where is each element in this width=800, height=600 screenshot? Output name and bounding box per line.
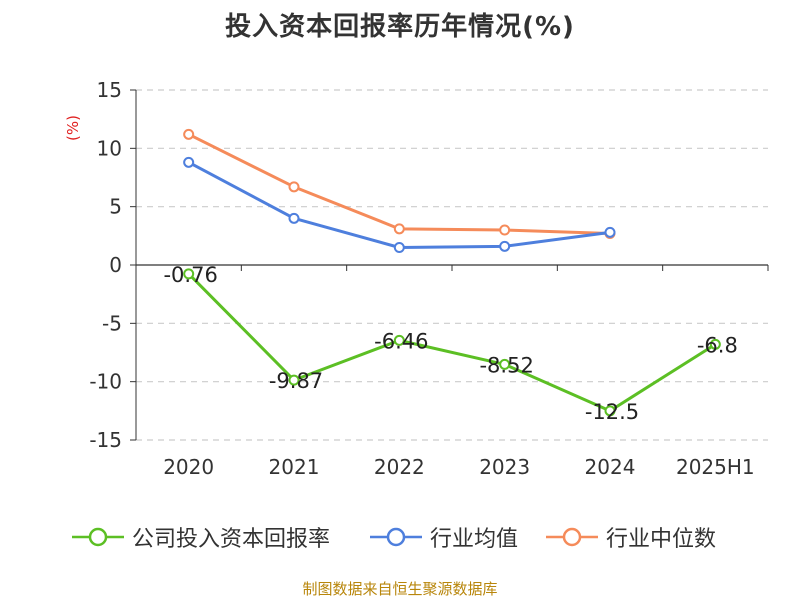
y-tick-label: 10	[97, 136, 122, 160]
y-tick-label: -10	[89, 370, 122, 394]
data-point	[499, 240, 511, 252]
data-point	[604, 226, 616, 238]
legend-item-industry-median[interactable]: 行业中位数	[546, 520, 716, 554]
data-point	[393, 223, 405, 235]
legend-marker-icon	[546, 527, 598, 547]
data-point	[183, 128, 195, 140]
legend-item-industry-mean[interactable]: 行业均值	[370, 520, 518, 554]
data-point	[604, 405, 616, 417]
x-tick-label: 2023	[479, 455, 530, 479]
data-point	[183, 156, 195, 168]
data-point	[393, 242, 405, 253]
chart-legend: 公司投入资本回报率 行业均值 行业中位数	[0, 520, 800, 554]
data-point	[709, 338, 721, 350]
data-label: -9.87	[269, 369, 323, 393]
series-line	[187, 272, 717, 413]
y-tick-label: -5	[102, 311, 122, 335]
line-chart: 15 10 5 0 -5 -10 -15 2020 2021 2022 2023 2024 2025H1…	[64, 78, 769, 479]
y-tick-label: 15	[97, 78, 122, 102]
data-label: -6.8	[697, 333, 738, 357]
data-point	[288, 212, 300, 224]
legend-label: 行业中位数	[606, 527, 717, 552]
x-tick-label: 2025H1	[676, 455, 755, 479]
y-tick-label: 0	[109, 253, 122, 277]
series-line	[187, 132, 611, 235]
data-point	[393, 334, 405, 346]
data-point	[499, 358, 511, 370]
y-tick-label: 5	[109, 195, 122, 219]
chart-title: 投入资本回报率历年情况(%)	[225, 12, 575, 42]
data-point	[183, 268, 195, 280]
legend-label: 公司投入资本回报率	[132, 527, 331, 552]
data-source-note: 制图数据来自恒生聚源数据库	[302, 580, 498, 598]
legend-marker-icon	[370, 527, 422, 547]
data-point	[288, 181, 300, 193]
legend-marker-icon	[72, 527, 124, 547]
data-label: -6.46	[374, 329, 428, 353]
x-tick-label: 2022	[374, 455, 425, 479]
legend-label: 行业均值	[430, 527, 519, 552]
y-tick-label: -15	[89, 428, 122, 452]
data-point	[288, 374, 300, 386]
data-point	[499, 224, 511, 236]
legend-item-company[interactable]: 公司投入资本回报率	[72, 520, 330, 554]
data-label: -0.76	[163, 263, 217, 287]
x-tick-label: 2021	[269, 455, 320, 479]
x-tick-label: 2020	[163, 455, 214, 479]
data-label: -8.52	[479, 353, 533, 377]
series-line	[187, 161, 611, 249]
y-axis-label: (%)	[64, 115, 82, 141]
x-tick-label: 2024	[585, 455, 636, 479]
data-label: -12.5	[585, 400, 639, 424]
